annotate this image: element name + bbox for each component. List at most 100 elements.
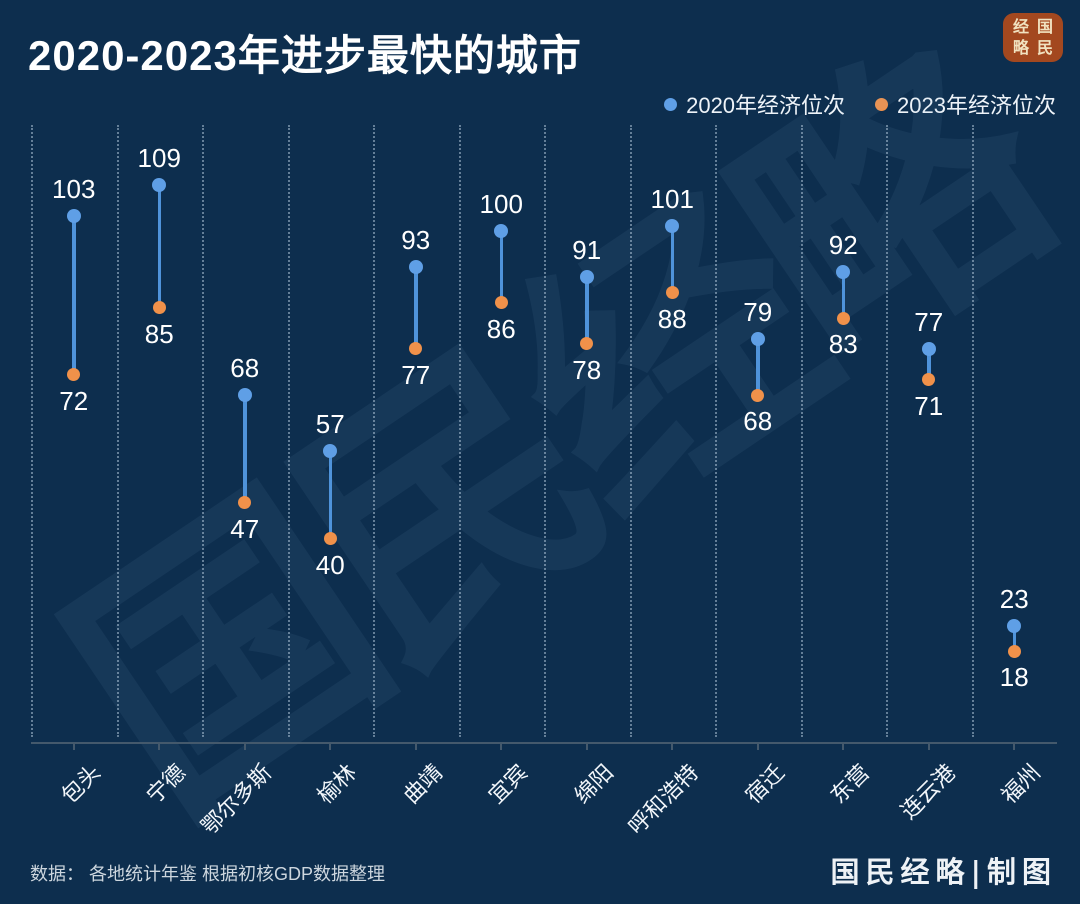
axis-tick bbox=[72, 742, 75, 750]
x-axis-label: 包头 bbox=[56, 759, 105, 809]
axis-tick bbox=[671, 742, 674, 750]
x-axis-label: 连云港 bbox=[895, 759, 960, 824]
x-axis-label: 宜宾 bbox=[483, 759, 533, 809]
credit-text: 国民经略|制图 bbox=[830, 855, 1057, 889]
axis-tick bbox=[243, 742, 246, 750]
value-label-2020: 77 bbox=[914, 306, 944, 337]
x-axis-label: 绵阳 bbox=[569, 759, 618, 809]
value-label-2020: 91 bbox=[572, 235, 602, 266]
dumbbell-connector bbox=[499, 231, 503, 303]
badge-char-guo: 国 bbox=[1036, 17, 1053, 37]
legend: 2020年经济位次 2023年经济位次 bbox=[664, 88, 1056, 120]
value-label-2020: 57 bbox=[315, 409, 345, 440]
value-label-2020: 109 bbox=[137, 142, 181, 173]
dumbbell-connector bbox=[157, 184, 161, 308]
x-axis-label: 宿迁 bbox=[740, 759, 789, 809]
value-label-2020: 23 bbox=[999, 583, 1029, 614]
gridline bbox=[373, 125, 375, 737]
value-label-2020: 100 bbox=[479, 189, 523, 220]
dumbbell-connector bbox=[72, 215, 76, 375]
legend-item-2023: 2023年经济位次 bbox=[875, 88, 1056, 120]
dot-2023 bbox=[665, 286, 679, 300]
dot-2023 bbox=[409, 342, 423, 356]
dot-2020 bbox=[408, 259, 423, 274]
dot-2020 bbox=[836, 265, 851, 280]
dumbbell-connector bbox=[1012, 625, 1016, 652]
gridline bbox=[202, 125, 204, 737]
dot-2020 bbox=[323, 444, 338, 459]
gridline bbox=[31, 125, 33, 737]
page-title: 2020-2023年进步最快的城市 bbox=[28, 32, 582, 79]
x-axis-line bbox=[31, 742, 1057, 744]
dot-2023 bbox=[580, 337, 594, 351]
axis-tick bbox=[842, 742, 845, 750]
gridline bbox=[886, 125, 888, 737]
legend-item-2020: 2020年经济位次 bbox=[664, 88, 845, 120]
axis-tick bbox=[585, 742, 588, 750]
value-label-2023: 88 bbox=[657, 303, 687, 334]
value-label-2020: 92 bbox=[828, 230, 858, 261]
dot-2020 bbox=[494, 224, 509, 239]
value-label-2020: 79 bbox=[743, 296, 773, 327]
gridline bbox=[458, 125, 461, 737]
data-source-note: 数据： 各地统计年鉴 根据初核GDP数据整理 bbox=[30, 864, 386, 884]
badge-char-min: 民 bbox=[1036, 37, 1053, 57]
value-label-2023: 72 bbox=[59, 385, 89, 416]
dot-2020 bbox=[665, 218, 680, 233]
axis-tick bbox=[500, 742, 503, 750]
x-axis-label: 福州 bbox=[996, 759, 1046, 809]
dumbbell-connector bbox=[328, 451, 332, 539]
value-label-2023: 86 bbox=[486, 313, 516, 344]
x-axis-label: 宁德 bbox=[141, 759, 191, 809]
dot-2023 bbox=[1007, 644, 1021, 658]
value-label-2023: 83 bbox=[828, 329, 858, 360]
dot-2020 bbox=[66, 208, 81, 223]
legend-label-2023: 2023年经济位次 bbox=[897, 93, 1056, 118]
dumbbell-connector bbox=[414, 266, 418, 349]
dot-2020 bbox=[152, 177, 167, 192]
axis-tick bbox=[414, 742, 417, 750]
gridline bbox=[715, 125, 717, 737]
axis-tick bbox=[158, 742, 161, 750]
dot-2020 bbox=[921, 341, 936, 356]
badge-char-lue: 略 bbox=[1012, 37, 1029, 57]
gridline bbox=[800, 125, 803, 737]
dot-2023 bbox=[751, 388, 765, 402]
x-axis-label: 呼和浩特 bbox=[623, 759, 704, 840]
axis-tick bbox=[1013, 742, 1016, 750]
dumbbell-connector bbox=[927, 348, 931, 380]
axis-tick bbox=[927, 742, 930, 750]
value-label-2023: 47 bbox=[230, 513, 260, 544]
dot-2023 bbox=[67, 368, 81, 382]
brand-badge: 经 国 略 民 bbox=[1003, 13, 1063, 62]
value-label-2020: 93 bbox=[401, 224, 431, 255]
value-label-2023: 18 bbox=[999, 662, 1029, 693]
gridline bbox=[971, 125, 974, 737]
value-label-2020: 68 bbox=[230, 353, 260, 384]
legend-dot-2020-icon bbox=[664, 97, 678, 111]
dot-2020 bbox=[237, 388, 252, 403]
gridline bbox=[116, 125, 119, 737]
dot-2023 bbox=[152, 301, 166, 315]
value-label-2023: 78 bbox=[572, 354, 602, 385]
badge-char-jing: 经 bbox=[1012, 17, 1029, 37]
value-label-2023: 40 bbox=[315, 549, 345, 580]
value-label-2023: 85 bbox=[144, 318, 174, 349]
dumbbell-connector bbox=[841, 272, 845, 319]
gridline bbox=[629, 125, 632, 737]
legend-dot-2023-icon bbox=[875, 97, 889, 111]
x-axis-label: 东营 bbox=[825, 759, 875, 809]
value-label-2023: 68 bbox=[743, 406, 773, 437]
dumbbell-connector bbox=[243, 395, 247, 503]
value-label-2023: 77 bbox=[401, 359, 431, 390]
dot-2020 bbox=[579, 270, 594, 285]
value-label-2020: 103 bbox=[52, 173, 96, 204]
dumbbell-connector bbox=[756, 338, 760, 396]
x-axis-label: 榆林 bbox=[312, 759, 362, 809]
x-axis-label: 曲靖 bbox=[398, 759, 447, 809]
dot-2023 bbox=[494, 296, 508, 310]
dot-2023 bbox=[238, 496, 252, 510]
